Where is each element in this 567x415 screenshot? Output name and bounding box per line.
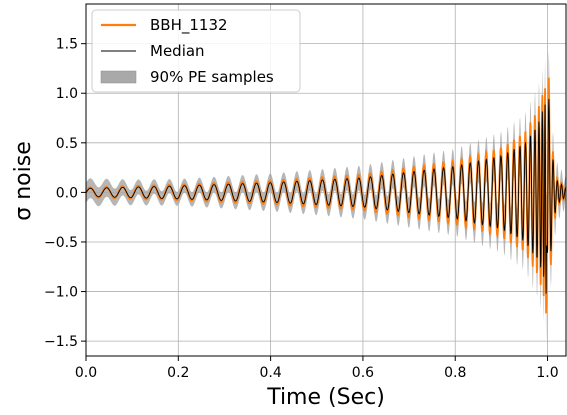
- x-tick-label: 0.2: [167, 365, 189, 381]
- y-tick-label: −1.0: [44, 285, 78, 301]
- ticks: 0.0 0.2 0.4 0.6 0.8 1.0 −1.5 −1.0 −0.5 0.0 0.5 1.0 1…: [44, 37, 559, 381]
- legend-swatch-band: [100, 70, 137, 84]
- x-tick-label: 1.0: [536, 365, 558, 381]
- series-lines: [85, 77, 567, 314]
- x-tick-label: 0.6: [352, 365, 374, 381]
- x-axis-label: Time (Sec): [266, 385, 385, 410]
- y-axis-label: σ noise: [11, 141, 36, 220]
- plot-frame: [85, 3, 567, 357]
- x-tick-label: 0.0: [75, 365, 97, 381]
- legend-label-band: 90% PE samples: [150, 68, 274, 86]
- legend-label-bbh: BBH_1132: [150, 16, 228, 35]
- y-tick-label: 1.5: [56, 37, 78, 53]
- y-tick-label: 0.0: [56, 185, 78, 201]
- x-tick-label: 0.8: [444, 365, 466, 381]
- series-median-line: [85, 98, 567, 294]
- legend-label-median: Median: [150, 42, 205, 60]
- legend: BBH_1132 Median 90% PE samples: [91, 9, 301, 93]
- y-tick-label: −1.5: [44, 334, 78, 350]
- y-tick-label: 1.0: [56, 86, 78, 102]
- legend-frame: [91, 9, 301, 93]
- y-tick-label: −0.5: [44, 235, 78, 251]
- x-tick-label: 0.4: [259, 365, 281, 381]
- y-tick-label: 0.5: [56, 136, 78, 152]
